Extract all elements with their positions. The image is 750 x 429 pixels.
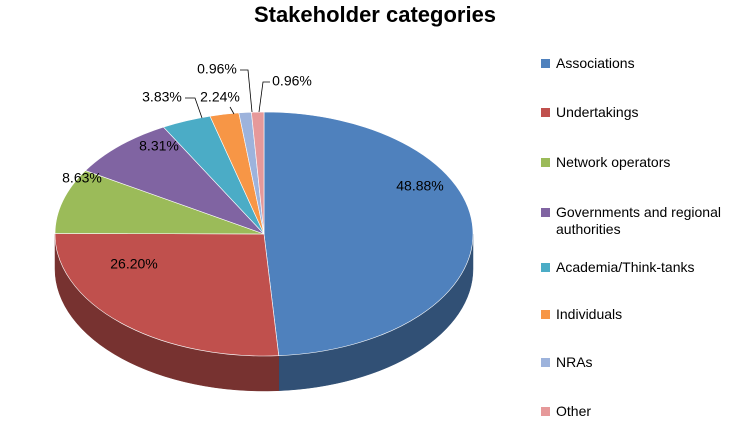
legend-swatch xyxy=(541,108,550,117)
pie-tops xyxy=(54,111,474,357)
legend-label: Governments and regional authorities xyxy=(556,204,721,237)
chart-title: Stakeholder categories xyxy=(253,2,497,27)
legend-item: Governments and regional authorities xyxy=(541,204,746,238)
data-labels: 48.88% 26.20% 8.63% 8.31% 3.83% 2.24% 0.96% 0.9… xyxy=(62,61,444,272)
leader-line-4 xyxy=(185,97,203,119)
legend-swatch xyxy=(541,310,550,319)
data-label-2: 8.63% xyxy=(62,170,102,186)
legend-swatch xyxy=(541,208,550,217)
data-label-0: 48.88% xyxy=(396,178,443,194)
data-label-6: 0.96% xyxy=(197,61,237,77)
leader-line-5 xyxy=(229,106,235,115)
legend-item: NRAs xyxy=(541,354,593,371)
legend-swatch xyxy=(541,158,550,167)
legend-label: Associations xyxy=(556,55,635,71)
pie-slice-0 xyxy=(263,111,474,357)
legend-swatch xyxy=(541,59,550,68)
legend-swatch xyxy=(541,407,550,416)
pie-slice-2 xyxy=(54,170,265,235)
pie-slice-3 xyxy=(84,126,265,235)
legend-item: Other xyxy=(541,403,591,420)
legend-label: Individuals xyxy=(556,306,623,322)
legend-label: NRAs xyxy=(556,354,593,370)
data-label-5: 2.24% xyxy=(200,89,240,105)
leader-line-7 xyxy=(258,81,270,113)
data-label-3: 8.31% xyxy=(139,138,179,154)
leader-line-6 xyxy=(240,69,253,113)
legend-label: Network operators xyxy=(556,154,671,170)
legend-swatch xyxy=(541,263,550,272)
leader-lines xyxy=(185,69,270,119)
data-label-7: 0.96% xyxy=(272,73,312,89)
legend-item: Network operators xyxy=(541,154,670,171)
legend-swatch xyxy=(541,358,550,367)
legend-label: Undertakings xyxy=(556,104,639,120)
pie-chart: 48.88% 26.20% 8.63% 8.31% 3.83% 2.24% 0.96% 0.9… xyxy=(54,61,474,392)
pie-slice-1 xyxy=(54,233,280,357)
legend-item: Undertakings xyxy=(541,104,639,121)
legend-item: Associations xyxy=(541,55,635,72)
legend-item: Individuals xyxy=(541,306,622,323)
pie-slice-7 xyxy=(251,111,265,235)
data-label-1: 26.20% xyxy=(110,256,157,272)
data-label-4: 3.83% xyxy=(142,89,182,105)
legend-item: Academia/Think-tanks xyxy=(541,259,695,276)
legend-label: Other xyxy=(556,403,592,419)
legend-label: Academia/Think-tanks xyxy=(556,259,695,275)
